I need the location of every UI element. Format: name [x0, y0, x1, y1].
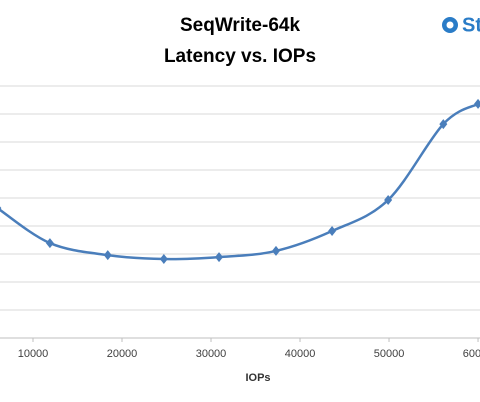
- data-point: [439, 119, 448, 130]
- data-point: [159, 254, 168, 265]
- data-point: [271, 245, 280, 256]
- logo-icon-hole: [446, 21, 454, 29]
- x-tick-label: 10000: [18, 348, 49, 360]
- chart-subtitle: Latency vs. IOPs: [164, 46, 316, 67]
- logo-text: St: [462, 14, 480, 36]
- x-axis-title: IOPs: [245, 372, 270, 384]
- x-tick-label: 60000: [463, 348, 480, 360]
- data-point: [474, 98, 480, 109]
- data-point: [215, 252, 224, 263]
- x-tick-label: 20000: [107, 348, 138, 360]
- x-tick-label: 30000: [196, 348, 227, 360]
- data-point: [328, 226, 337, 237]
- series-line: [0, 102, 479, 261]
- x-tick-label: 50000: [374, 348, 405, 360]
- data-point: [384, 194, 393, 205]
- x-tick-label: 40000: [285, 348, 316, 360]
- chart-title: SeqWrite-64k: [180, 15, 300, 36]
- logo: St: [442, 14, 480, 36]
- data-point: [103, 250, 112, 261]
- data-point: [45, 238, 54, 249]
- data-point: [0, 206, 2, 210]
